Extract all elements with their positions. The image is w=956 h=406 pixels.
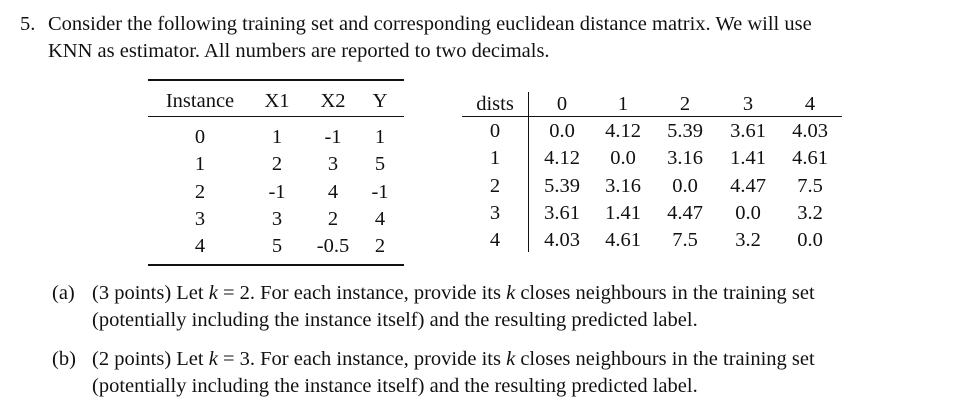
table-cell: 4.61 bbox=[792, 147, 828, 170]
table-cell: 0 bbox=[489, 120, 501, 142]
table-cell: 3 bbox=[271, 207, 283, 230]
math-variable: k bbox=[208, 282, 218, 304]
table-cell: -1 bbox=[324, 126, 342, 148]
text-segment: closes neighbours in the training set bbox=[515, 348, 815, 370]
table-cell: 7.5 bbox=[672, 229, 698, 252]
part-label: (a) bbox=[52, 282, 75, 304]
table-header: 0 bbox=[556, 93, 568, 115]
table-cell: 0.0 bbox=[735, 201, 761, 224]
text-segment: closes neighbours in the training set bbox=[515, 282, 815, 304]
rule bbox=[528, 92, 529, 252]
text-segment: (2 points) Let bbox=[92, 348, 209, 370]
table-header: X1 bbox=[264, 90, 290, 112]
table-cell: 5.39 bbox=[667, 120, 703, 142]
table-cell: 3 bbox=[194, 207, 206, 230]
table-cell: 4.03 bbox=[792, 120, 828, 142]
text-segment: = 3. For each instance, provide its bbox=[217, 348, 507, 370]
table-cell: 3.16 bbox=[605, 174, 641, 197]
table-cell: 1 bbox=[489, 147, 501, 170]
table-cell: 4.47 bbox=[667, 201, 703, 224]
table-cell: 3.2 bbox=[797, 201, 823, 224]
table-header: X2 bbox=[320, 90, 346, 112]
text-segment: (3 points) Let bbox=[92, 282, 209, 304]
table-cell: 1 bbox=[271, 126, 283, 148]
table-cell: -1 bbox=[371, 180, 389, 203]
table-cell: 3.61 bbox=[730, 120, 766, 142]
table-cell: 3 bbox=[327, 153, 339, 176]
table-cell: -1 bbox=[268, 180, 286, 203]
table-cell: 5 bbox=[374, 153, 386, 176]
part-text: (2 points) Let k = 3. For each instance,… bbox=[92, 349, 815, 370]
table-cell: 4.61 bbox=[605, 229, 641, 252]
table-cell: 1 bbox=[374, 126, 386, 148]
table-cell: 1 bbox=[194, 153, 206, 176]
table-cell: 0.0 bbox=[610, 147, 636, 170]
math-variable: k bbox=[506, 282, 516, 304]
table-cell: 4 bbox=[327, 180, 339, 203]
table-cell: 0.0 bbox=[672, 174, 698, 197]
text-segment: (potentially including the instance itse… bbox=[92, 309, 698, 331]
part-label: (b) bbox=[52, 348, 76, 370]
table-cell: -0.5 bbox=[316, 235, 350, 258]
rule bbox=[148, 116, 404, 117]
question-number: 5. bbox=[20, 13, 36, 35]
question-text: Consider the following training set and … bbox=[48, 13, 812, 35]
table-cell: 2 bbox=[271, 153, 283, 176]
table-cell: 3.2 bbox=[735, 229, 761, 252]
table-header: 1 bbox=[617, 93, 629, 115]
table-header: 3 bbox=[742, 93, 754, 115]
table-cell: 5 bbox=[271, 235, 283, 258]
table-cell: 2 bbox=[327, 207, 339, 230]
part-text: (3 points) Let k = 2. For each instance,… bbox=[92, 283, 815, 304]
table-cell: 0 bbox=[194, 126, 206, 148]
table-cell: 4.03 bbox=[544, 229, 580, 252]
math-variable: k bbox=[506, 348, 516, 370]
table-cell: 5.39 bbox=[544, 174, 580, 197]
table-cell: 3.16 bbox=[667, 147, 703, 170]
text-segment: (potentially including the instance itse… bbox=[92, 375, 698, 397]
table-cell: 4.47 bbox=[730, 174, 766, 197]
table-cell: 4 bbox=[489, 229, 501, 252]
table-cell: 3.61 bbox=[544, 201, 580, 224]
table-cell: 1.41 bbox=[605, 201, 641, 224]
table-header: dists bbox=[476, 93, 514, 115]
rule bbox=[148, 79, 404, 81]
question-text: KNN as estimator. All numbers are report… bbox=[48, 40, 550, 62]
rule bbox=[462, 116, 842, 117]
text-segment: = 2. For each instance, provide its bbox=[217, 282, 507, 304]
table-header: 2 bbox=[679, 93, 691, 115]
table-header: Y bbox=[372, 90, 388, 112]
table-cell: 2 bbox=[489, 174, 501, 197]
table-cell: 4 bbox=[194, 235, 206, 258]
table-header: 4 bbox=[804, 93, 816, 115]
table-cell: 4.12 bbox=[605, 120, 641, 142]
table-cell: 0.0 bbox=[549, 120, 575, 142]
table-cell: 7.5 bbox=[797, 174, 823, 197]
table-cell: 4 bbox=[374, 207, 386, 230]
part-text: (potentially including the instance itse… bbox=[92, 376, 698, 397]
table-cell: 2 bbox=[194, 180, 206, 203]
table-cell: 1.41 bbox=[730, 147, 766, 170]
table-cell: 2 bbox=[374, 235, 386, 258]
table-cell: 0.0 bbox=[797, 229, 823, 252]
rule bbox=[148, 264, 404, 266]
math-variable: k bbox=[208, 348, 218, 370]
table-cell: 4.12 bbox=[544, 147, 580, 170]
table-cell: 3 bbox=[489, 201, 501, 224]
part-text: (potentially including the instance itse… bbox=[92, 310, 698, 331]
table-header: Instance bbox=[165, 90, 235, 112]
